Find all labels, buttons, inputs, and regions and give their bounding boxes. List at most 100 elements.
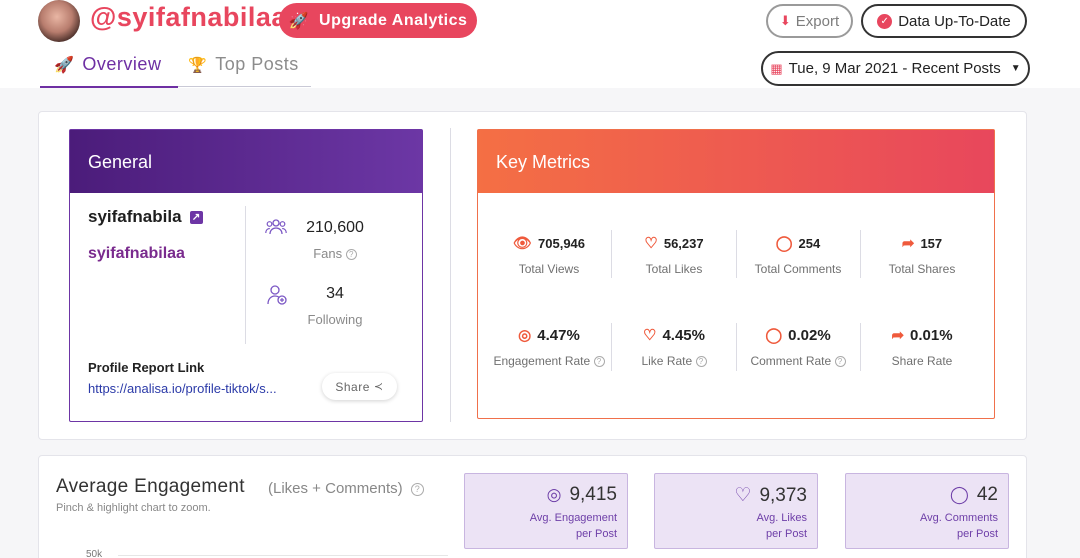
avg-comments-label-2: per Post <box>957 528 998 540</box>
total-views-value: 705,946 <box>538 235 586 251</box>
tab-overview[interactable]: 🚀 Overview <box>54 54 161 75</box>
metric-divider <box>611 230 612 278</box>
download-icon: ⬇ <box>779 13 791 28</box>
avg-likes-label-2: per Post <box>766 528 807 540</box>
general-divider <box>245 206 246 344</box>
general-panel: General syifafnabila ↗ syifafnabilaa 210… <box>69 129 423 422</box>
total-likes-value: 56,237 <box>663 235 704 251</box>
share-arrow-icon: ➦ <box>891 327 905 344</box>
metric-divider <box>736 323 737 371</box>
export-button[interactable]: ⬇ Export <box>766 4 853 38</box>
average-engagement-subtitle: (Likes + Comments) ? <box>268 480 424 497</box>
metric-like-rate: ♡ 4.45% Like Rate ? <box>612 326 736 368</box>
users-icon <box>265 218 287 241</box>
share-icon: ≺ <box>373 381 384 393</box>
general-panel-title: General <box>70 130 422 193</box>
share-rate-label: Share Rate <box>891 354 953 368</box>
check-circle-icon: ✓ <box>877 13 893 29</box>
rocket-icon: 🚀 <box>288 12 310 30</box>
help-icon[interactable]: ? <box>410 482 424 496</box>
like-rate-value: 4.45% <box>662 326 705 344</box>
comment-rate-value: 0.02% <box>788 326 831 344</box>
tab-top-posts-label: Top Posts <box>215 54 299 74</box>
top-header: @syifafnabilaa 🚀 Upgrade Analytics ⬇ Exp… <box>0 0 1080 88</box>
avg-engagement-box: ◎ 9,415 Avg. Engagement per Post <box>464 473 628 549</box>
fans-value: 210,600 <box>306 219 364 236</box>
engagement-rate-label: Engagement Rate ? <box>482 354 616 368</box>
following-value: 34 <box>326 285 344 302</box>
calendar-icon: ▦ <box>770 60 783 76</box>
metric-divider <box>736 230 737 278</box>
avg-likes-box: ♡ 9,373 Avg. Likes per Post <box>654 473 818 549</box>
tab-bar-divider <box>178 86 311 87</box>
help-icon[interactable]: ? <box>834 356 846 368</box>
total-shares-value: 157 <box>920 235 943 251</box>
metric-divider <box>860 323 861 371</box>
avg-comments-label: Avg. Comments <box>919 512 998 524</box>
comment-rate-label: Comment Rate ? <box>736 354 860 368</box>
tab-top-posts[interactable]: 🏆 Top Posts <box>188 54 299 75</box>
chart-gridline <box>118 555 448 556</box>
avatar[interactable] <box>38 0 80 42</box>
help-icon[interactable]: ? <box>695 356 707 368</box>
engagement-rate-label-text: Engagement Rate <box>493 354 591 368</box>
profile-report-link[interactable]: https://analisa.io/profile-tiktok/s... <box>88 381 277 396</box>
date-range-label: Tue, 9 Mar 2021 - Recent Posts <box>788 60 1001 77</box>
avg-engagement-value: 9,415 <box>569 484 617 505</box>
eye-icon: 👁 <box>512 235 533 252</box>
data-up-to-date-button[interactable]: ✓ Data Up-To-Date <box>861 4 1027 38</box>
external-link-icon[interactable]: ↗ <box>189 210 203 224</box>
key-metrics-title: Key Metrics <box>478 130 994 193</box>
metric-engagement-rate: ◎ 4.47% Engagement Rate ? <box>482 326 616 368</box>
avg-likes-value: 9,373 <box>759 484 807 506</box>
profile-username: @syifafnabilaa <box>90 2 287 32</box>
heart-icon: ♡ <box>644 235 658 252</box>
metric-total-views: 👁 705,946 Total Views <box>487 234 611 276</box>
trophy-icon: 🏆 <box>188 56 208 74</box>
metric-share-rate: ➦ 0.01% Share Rate <box>860 326 984 369</box>
engagement-rate-value: 4.47% <box>537 326 580 344</box>
total-comments-value: 254 <box>798 235 821 251</box>
metric-comment-rate: ◯ 0.02% Comment Rate ? <box>736 326 860 368</box>
date-range-dropdown[interactable]: ▦ Tue, 9 Mar 2021 - Recent Posts ▼ <box>761 51 1030 86</box>
metric-total-comments: ◯ 254 Total Comments <box>736 234 860 276</box>
comment-icon: ◯ <box>765 327 783 344</box>
data-up-to-date-label: Data Up-To-Date <box>898 12 1011 30</box>
average-engagement-subtitle-text: (Likes + Comments) <box>268 480 403 497</box>
share-button[interactable]: Share ≺ <box>322 373 397 400</box>
total-shares-label: Total Shares <box>888 262 956 276</box>
share-rate-value: 0.01% <box>910 326 953 344</box>
heart-icon: ♡ <box>643 327 657 344</box>
fans-label-text: Fans <box>313 246 343 261</box>
share-arrow-icon: ➦ <box>901 235 915 252</box>
comment-rate-label-text: Comment Rate <box>750 354 832 368</box>
key-metrics-panel: Key Metrics 👁 705,946 Total Views ♡ 56,2… <box>477 129 995 419</box>
total-likes-label: Total Likes <box>645 262 703 276</box>
avg-engagement-label: Avg. Engagement <box>529 512 617 524</box>
heart-icon: ♡ <box>734 485 752 506</box>
total-comments-label: Total Comments <box>754 262 842 276</box>
metric-total-shares: ➦ 157 Total Shares <box>860 234 984 276</box>
profile-report-title: Profile Report Link <box>88 360 205 375</box>
export-label: Export <box>795 12 840 30</box>
avg-likes-label: Avg. Likes <box>756 512 807 524</box>
share-label: Share <box>335 379 370 394</box>
avg-comments-box: ◯ 42 Avg. Comments per Post <box>845 473 1009 549</box>
help-icon[interactable]: ? <box>593 356 605 368</box>
engagement-icon: ◎ <box>546 485 562 504</box>
total-views-label: Total Views <box>518 262 580 276</box>
upgrade-analytics-button[interactable]: 🚀 Upgrade Analytics <box>279 3 477 38</box>
active-tab-indicator <box>40 86 178 88</box>
engagement-icon: ◎ <box>518 327 532 344</box>
y-axis-tick: 50k <box>86 549 103 558</box>
comment-icon: ◯ <box>775 235 793 252</box>
panels-divider <box>450 128 451 422</box>
help-icon[interactable]: ? <box>345 249 357 261</box>
comment-icon: ◯ <box>949 485 969 504</box>
profile-name-text: syifafnabila <box>88 207 182 226</box>
profile-handle: syifafnabilaa <box>88 245 185 262</box>
chart-zoom-hint: Pinch & highlight chart to zoom. <box>56 502 211 514</box>
avg-engagement-label-2: per Post <box>576 528 617 540</box>
user-add-icon <box>267 284 287 311</box>
rocket-icon: 🚀 <box>54 56 75 74</box>
